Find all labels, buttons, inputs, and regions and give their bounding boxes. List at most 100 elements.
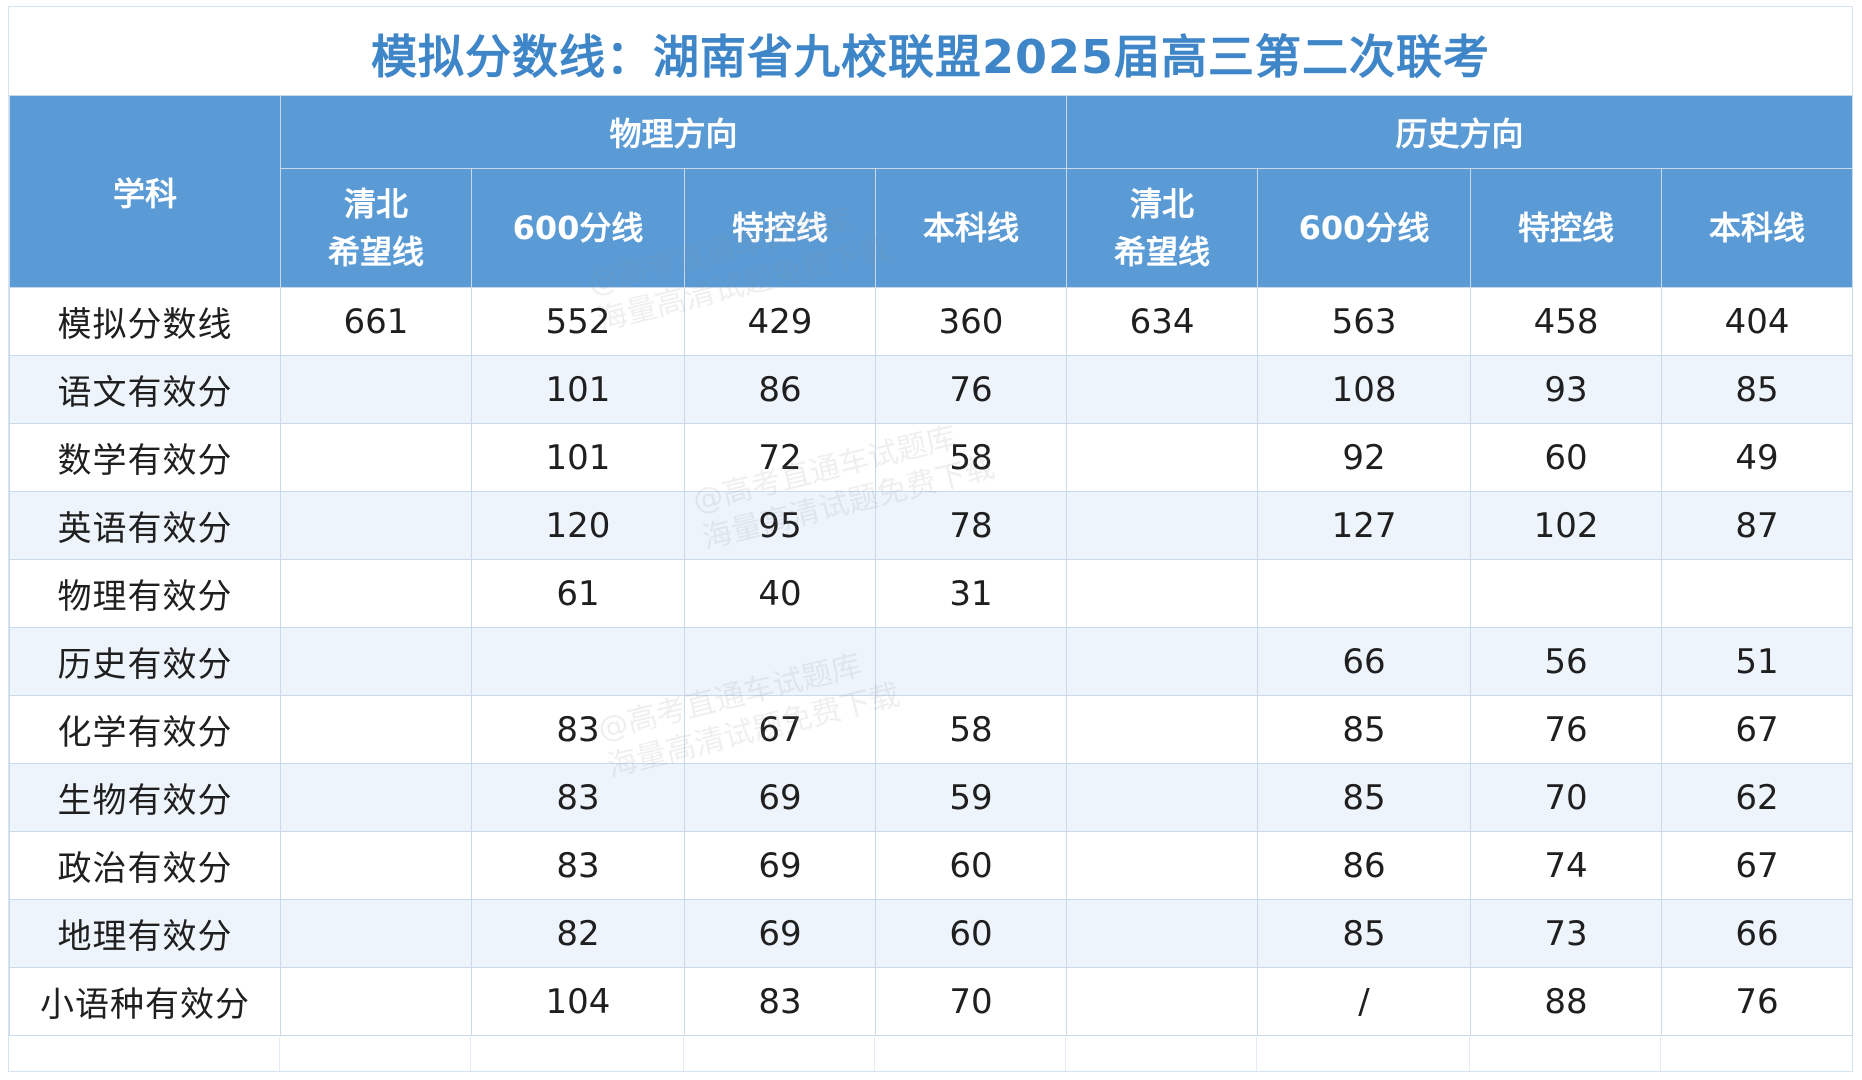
score-cell: 66 bbox=[1661, 899, 1854, 968]
score-cell: 51 bbox=[1661, 627, 1854, 696]
score-cell bbox=[280, 491, 472, 560]
score-cell bbox=[280, 899, 472, 968]
score-cell: 40 bbox=[684, 559, 876, 628]
score-cell: 70 bbox=[1470, 763, 1663, 832]
score-cell: 86 bbox=[684, 355, 876, 424]
table-header: 学科 物理方向 历史方向 清北 希望线 600分线 特控线 本科线 清北 希望线 600分线特… bbox=[9, 95, 1854, 288]
score-cell: 85 bbox=[1257, 899, 1472, 968]
subject-cell: 语文有效分 bbox=[9, 355, 281, 424]
score-cell: 83 bbox=[471, 763, 685, 832]
score-cell: 87 bbox=[1661, 491, 1854, 560]
score-cell: 101 bbox=[471, 355, 685, 424]
column-header: 600分线 bbox=[471, 168, 685, 288]
score-cell: 31 bbox=[874, 559, 1068, 628]
subject-cell: 英语有效分 bbox=[9, 491, 281, 560]
score-cell bbox=[1066, 559, 1259, 628]
score-cell: 83 bbox=[471, 831, 685, 900]
table-row: 英语有效分 120 95 78 127 102 87 bbox=[9, 491, 1854, 560]
score-cell bbox=[1470, 559, 1663, 628]
score-cell: 101 bbox=[471, 423, 685, 492]
score-cell: 563 bbox=[1257, 287, 1472, 356]
score-cell: 85 bbox=[1661, 355, 1854, 424]
score-cell bbox=[280, 355, 472, 424]
score-cell bbox=[1066, 831, 1259, 900]
score-cell: 67 bbox=[1661, 695, 1854, 764]
subject-cell: 模拟分数线 bbox=[9, 287, 281, 356]
table-row: 小语种有效分 104 83 70 /88 76 bbox=[9, 967, 1854, 1036]
column-header: 清北 希望线 bbox=[280, 168, 472, 288]
score-cell: 56 bbox=[1470, 627, 1663, 696]
score-cell: 69 bbox=[684, 763, 876, 832]
subject-cell: 化学有效分 bbox=[9, 695, 281, 764]
score-cell: 76 bbox=[874, 355, 1068, 424]
score-cell: 76 bbox=[1661, 967, 1854, 1036]
table-row: 化学有效分 83 67 58 85 76 67 bbox=[9, 695, 1854, 764]
column-header: 特控线 bbox=[1470, 168, 1663, 288]
subject-cell: 政治有效分 bbox=[9, 831, 281, 900]
subject-cell: 小语种有效分 bbox=[9, 967, 281, 1036]
subject-cell: 历史有效分 bbox=[9, 627, 281, 696]
column-header: 特控线 bbox=[684, 168, 876, 288]
score-cell: 60 bbox=[1470, 423, 1663, 492]
score-cell: 69 bbox=[684, 899, 876, 968]
subject-cell: 数学有效分 bbox=[9, 423, 281, 492]
score-cell: 127 bbox=[1257, 491, 1472, 560]
score-cell: 78 bbox=[874, 491, 1068, 560]
column-header: 600分线 bbox=[1257, 168, 1472, 288]
score-cell bbox=[280, 423, 472, 492]
score-cell: 108 bbox=[1257, 355, 1472, 424]
score-cell: 60 bbox=[874, 831, 1068, 900]
score-cell: 58 bbox=[874, 423, 1068, 492]
score-cell: 82 bbox=[471, 899, 685, 968]
score-cell: 404 bbox=[1661, 287, 1854, 356]
subject-cell: 物理有效分 bbox=[9, 559, 281, 628]
score-cell: 66 bbox=[1257, 627, 1472, 696]
score-cell bbox=[280, 695, 472, 764]
column-header: 本科线 bbox=[1661, 168, 1854, 288]
score-cell bbox=[280, 627, 472, 696]
score-table: 学科 物理方向 历史方向 清北 希望线 600分线 特控线 本科线 清北 希望线 600分线特… bbox=[9, 95, 1854, 1036]
score-cell: 85 bbox=[1257, 695, 1472, 764]
table-row: 地理有效分 82 69 60 85 73 66 bbox=[9, 899, 1854, 968]
table-row: 语文有效分 101 86 76 108 93 85 bbox=[9, 355, 1854, 424]
table-row: 历史有效分 66 56 51 bbox=[9, 627, 1854, 696]
score-cell bbox=[1066, 899, 1259, 968]
score-cell: 59 bbox=[874, 763, 1068, 832]
subject-column-header: 学科 bbox=[9, 95, 281, 288]
score-cell: 92 bbox=[1257, 423, 1472, 492]
physics-direction-header: 物理方向 bbox=[279, 95, 1068, 169]
score-cell bbox=[280, 763, 472, 832]
score-cell: 88 bbox=[1470, 967, 1663, 1036]
table-row: 数学有效分 101 72 58 92 60 49 bbox=[9, 423, 1854, 492]
score-cell bbox=[471, 627, 685, 696]
score-cell: / bbox=[1257, 967, 1472, 1036]
score-cell bbox=[1066, 763, 1259, 832]
score-cell: 85 bbox=[1257, 763, 1472, 832]
score-cell: 70 bbox=[874, 967, 1068, 1036]
score-cell: 60 bbox=[874, 899, 1068, 968]
score-cell: 62 bbox=[1661, 763, 1854, 832]
score-cell bbox=[1066, 491, 1259, 560]
score-cell: 634 bbox=[1066, 287, 1259, 356]
table-row: 模拟分数线 661 552 429 360 634 563 458 404 bbox=[9, 287, 1854, 356]
table-footer-strip bbox=[9, 1037, 1852, 1071]
score-cell bbox=[1066, 967, 1259, 1036]
column-header: 本科线 bbox=[874, 168, 1068, 288]
score-cell bbox=[1066, 423, 1259, 492]
score-cell: 83 bbox=[471, 695, 685, 764]
score-cell: 95 bbox=[684, 491, 876, 560]
score-cell: 58 bbox=[874, 695, 1068, 764]
score-cell: 74 bbox=[1470, 831, 1663, 900]
score-cell: 49 bbox=[1661, 423, 1854, 492]
score-cell: 93 bbox=[1470, 355, 1663, 424]
score-cell: 661 bbox=[280, 287, 472, 356]
score-cell bbox=[1066, 355, 1259, 424]
table-body: 模拟分数线 661 552 429 360 634 563 458 404 语文有效分 101 86 7… bbox=[9, 287, 1854, 1036]
subject-cell: 地理有效分 bbox=[9, 899, 281, 968]
history-direction-header: 历史方向 bbox=[1066, 95, 1854, 169]
score-cell: 72 bbox=[684, 423, 876, 492]
score-cell bbox=[1257, 559, 1472, 628]
score-cell: 552 bbox=[471, 287, 685, 356]
score-cell bbox=[874, 627, 1068, 696]
score-cell bbox=[280, 967, 472, 1036]
